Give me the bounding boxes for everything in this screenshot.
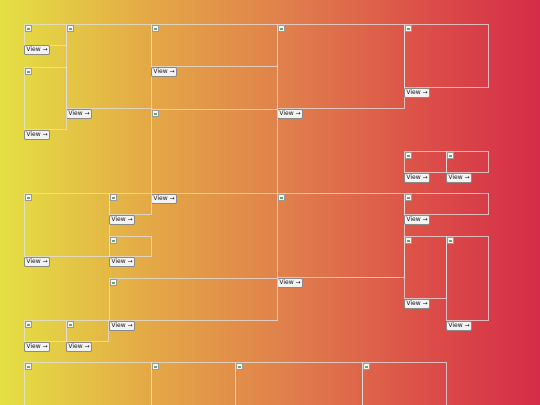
gallery-tile[interactable] (151, 24, 278, 67)
view-button[interactable]: View → (109, 257, 135, 267)
gallery-tile[interactable] (109, 193, 152, 215)
gallery-tile[interactable] (24, 67, 67, 130)
gallery-tile[interactable] (109, 278, 278, 321)
gallery-tile[interactable] (277, 193, 405, 278)
broken-image-icon (405, 194, 412, 201)
view-button[interactable]: View → (24, 45, 50, 55)
broken-image-icon (278, 25, 285, 32)
gallery-tile[interactable] (66, 320, 109, 342)
broken-image-icon (447, 237, 454, 244)
broken-image-icon (405, 25, 412, 32)
gallery-tile[interactable] (24, 193, 110, 257)
broken-image-icon (25, 194, 32, 201)
view-button[interactable]: View → (277, 278, 303, 288)
broken-image-icon (152, 363, 159, 370)
view-button[interactable]: View → (404, 173, 430, 183)
view-button[interactable]: View → (277, 109, 303, 119)
view-button[interactable]: View → (24, 130, 50, 140)
gallery-tile[interactable] (235, 362, 363, 405)
view-button[interactable]: View → (446, 321, 472, 331)
broken-image-icon (25, 25, 32, 32)
gallery-tile[interactable] (66, 24, 152, 109)
gallery-tile[interactable] (404, 24, 489, 88)
gallery-tile[interactable] (446, 236, 489, 321)
view-button[interactable]: View → (404, 299, 430, 309)
view-button[interactable]: View → (151, 67, 177, 77)
gallery-tile[interactable] (404, 236, 447, 299)
gallery-tile[interactable] (24, 24, 67, 46)
broken-image-icon (405, 152, 412, 159)
gallery-tile[interactable] (151, 362, 236, 405)
view-button[interactable]: View → (109, 215, 135, 225)
broken-image-icon (447, 152, 454, 159)
broken-image-icon (236, 363, 243, 370)
broken-image-icon (67, 321, 74, 328)
view-button[interactable]: View → (66, 109, 92, 119)
broken-image-icon (278, 194, 285, 201)
view-button[interactable]: View → (109, 321, 135, 331)
gallery-tile[interactable] (24, 320, 67, 342)
gallery-tile[interactable] (404, 193, 489, 215)
broken-image-icon (25, 68, 32, 75)
gallery-tile[interactable] (446, 151, 489, 173)
broken-image-icon (110, 194, 117, 201)
gallery-tile[interactable] (362, 362, 447, 405)
view-button[interactable]: View → (151, 194, 177, 204)
view-button[interactable]: View → (24, 342, 50, 352)
broken-image-icon (152, 110, 159, 117)
gallery-tile[interactable] (404, 151, 447, 173)
view-button[interactable]: View → (446, 173, 472, 183)
gallery-tile[interactable] (151, 109, 278, 194)
view-button[interactable]: View → (66, 342, 92, 352)
view-button[interactable]: View → (404, 88, 430, 98)
broken-image-icon (363, 363, 370, 370)
gallery-tile[interactable] (24, 362, 152, 405)
broken-image-icon (110, 279, 117, 286)
broken-image-icon (67, 25, 74, 32)
broken-image-icon (25, 363, 32, 370)
broken-image-icon (25, 321, 32, 328)
view-button[interactable]: View → (24, 257, 50, 267)
gallery-tile[interactable] (277, 24, 405, 109)
view-button[interactable]: View → (404, 215, 430, 225)
gallery-tile[interactable] (109, 236, 152, 257)
broken-image-icon (110, 237, 117, 244)
broken-image-icon (405, 237, 412, 244)
broken-image-icon (152, 25, 159, 32)
